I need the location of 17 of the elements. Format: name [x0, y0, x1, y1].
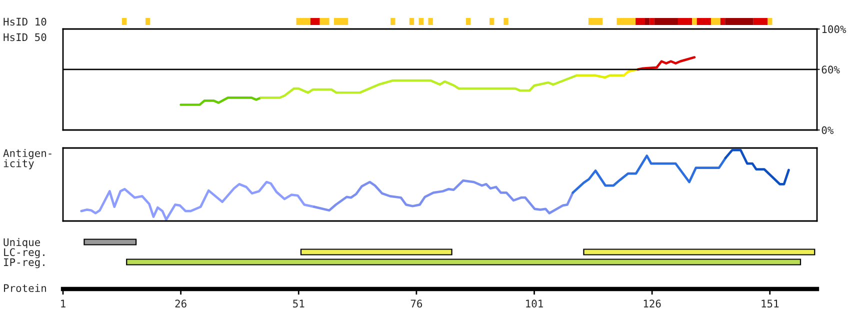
y-tick-label: Unique: [4, 238, 40, 248]
x-tick-label: 126: [644, 300, 661, 308]
x-tick-label: 26: [175, 300, 186, 308]
y-tick-label: HsID 10: [4, 18, 46, 26]
y-axis-title: HsID 50: [4, 33, 46, 42]
y-axis-title: Antigen- icity: [3, 149, 52, 170]
x-tick-label: 151: [762, 300, 779, 308]
y-tick-label: IP-reg.: [4, 258, 44, 268]
x-tick-label: 76: [410, 300, 422, 308]
y-tick-label: LC-reg.: [4, 248, 44, 258]
x-tick-label: 51: [293, 300, 304, 308]
x-tick-label: 1: [61, 300, 66, 308]
y-tick-label: 60%: [822, 66, 840, 74]
y-tick-label: 100%: [822, 25, 846, 34]
y-tick-label: 0%: [822, 126, 834, 134]
x-axis-title: Protein: [4, 284, 46, 292]
x-tick-label: 101: [526, 300, 543, 308]
